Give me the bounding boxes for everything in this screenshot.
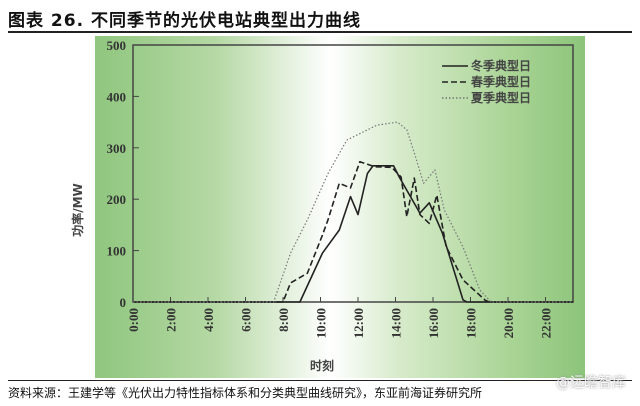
x-tick-label: 12:00 <box>351 308 366 338</box>
series-line-dotted <box>133 121 574 303</box>
y-tick-label: 100 <box>107 244 127 259</box>
x-tick-label: 8:00 <box>276 308 291 332</box>
x-tick-label: 14:00 <box>389 308 404 338</box>
y-tick-label: 500 <box>107 38 127 53</box>
x-tick-label: 22:00 <box>539 308 554 338</box>
y-axis-label: 功率/MW <box>70 183 85 237</box>
x-tick-label: 18:00 <box>464 308 479 338</box>
series-line-solid <box>133 165 574 303</box>
legend-label: 夏季典型日 <box>471 90 531 105</box>
title-rule <box>8 31 632 33</box>
x-tick-label: 4:00 <box>201 308 216 332</box>
figure-title: 图表 26. 不同季节的光伏电站典型出力曲线 <box>8 11 361 31</box>
x-tick-label: 0:00 <box>126 308 141 332</box>
x-tick-label: 10:00 <box>314 308 329 338</box>
x-tick-label: 16:00 <box>426 308 441 338</box>
x-tick-label: 2:00 <box>164 308 179 332</box>
x-axis-label: 时刻 <box>310 358 334 373</box>
y-tick-label: 0 <box>120 295 127 310</box>
legend-label: 春季典型日 <box>470 74 531 89</box>
y-tick-label: 200 <box>107 192 127 207</box>
legend-label: 冬季典型日 <box>471 58 531 73</box>
y-tick-label: 300 <box>107 141 127 156</box>
footer-rule <box>8 380 632 381</box>
watermark: @远瞻智库 <box>556 375 626 391</box>
plot-frame <box>132 44 574 303</box>
y-tick-label: 400 <box>107 89 127 104</box>
series-line-dashed <box>133 160 574 303</box>
x-tick-label: 20:00 <box>501 308 516 338</box>
x-tick-label: 6:00 <box>239 308 254 332</box>
chart-background <box>95 36 585 378</box>
source-note: 资料来源：王建学等《光伏出力特性指标体系和分类典型曲线研究》，东亚前海证券研究所 <box>8 386 483 400</box>
